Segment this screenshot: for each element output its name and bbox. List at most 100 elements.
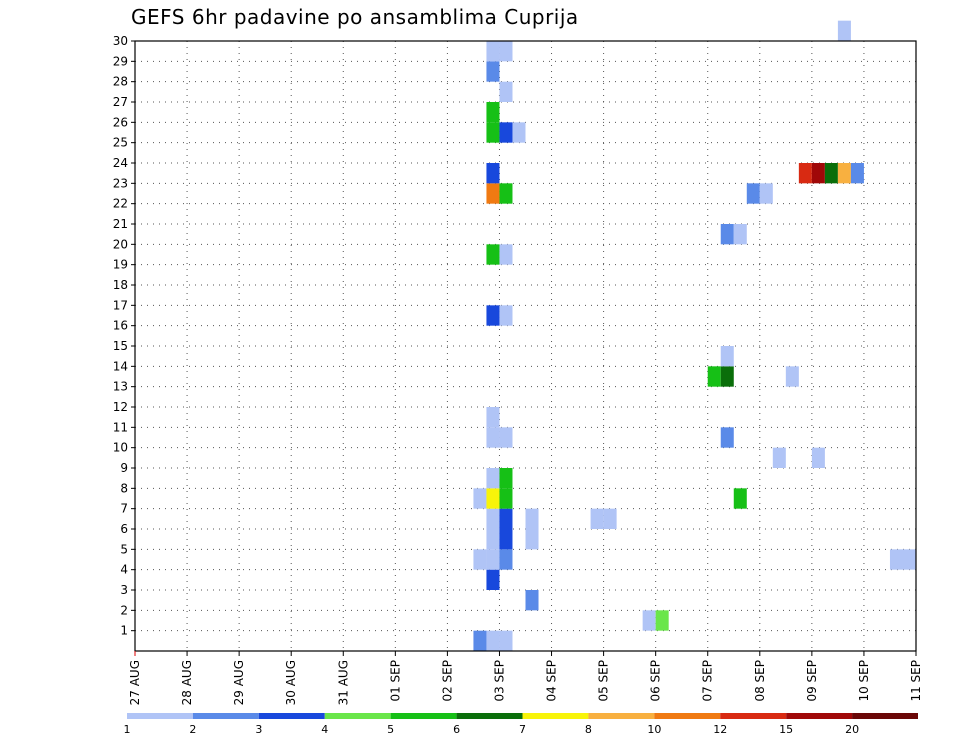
heatmap-cell	[499, 183, 513, 204]
colorbar-label: 20	[845, 723, 859, 736]
heatmap-cell	[486, 244, 500, 265]
heatmap-cell	[499, 122, 513, 143]
x-tick-label: 27 AUG	[128, 660, 142, 705]
colorbar-label: 12	[713, 723, 727, 736]
x-axis-labels: 27 AUG 28 AUG 29 AUG 30 AUG 31 AUG 01 SEP 02 S…	[128, 660, 923, 705]
y-tick-label: 16	[113, 319, 128, 333]
heatmap-cell	[486, 549, 500, 570]
colorbar-swatch	[786, 713, 853, 719]
colorbar-swatch	[192, 713, 259, 719]
y-tick-label: 1	[120, 624, 128, 638]
x-tick-label: 05 SEP	[597, 660, 611, 702]
colorbar-swatch	[258, 713, 325, 719]
x-tick-label: 01 SEP	[388, 660, 402, 702]
heatmap-cell	[850, 163, 864, 184]
y-tick-label: 14	[113, 359, 128, 373]
heatmap-cell	[707, 366, 721, 387]
heatmap-cell	[499, 488, 513, 509]
y-tick-label: 21	[113, 217, 128, 231]
x-tick-label: 10 SEP	[857, 660, 871, 702]
heatmap-cell	[837, 163, 851, 184]
heatmap-cell	[525, 590, 539, 611]
heatmap-cell	[720, 427, 734, 448]
heatmap-cell	[486, 102, 500, 123]
colorbar-label: 7	[519, 723, 526, 736]
heatmap-cell	[720, 346, 734, 367]
heatmap-cell	[902, 549, 916, 570]
y-tick-label: 9	[120, 461, 128, 475]
x-tick-label: 28 AUG	[180, 660, 194, 705]
heatmap-cell	[746, 183, 760, 204]
x-tick-label: 03 SEP	[492, 660, 506, 702]
heatmap-cell	[499, 468, 513, 489]
heatmap-cell	[473, 630, 487, 651]
colorbar-swatch	[522, 713, 589, 719]
heatmap-cell	[772, 447, 786, 468]
y-tick-label: 28	[113, 75, 128, 89]
heatmap-cell	[603, 508, 617, 529]
colorbar-label: 8	[585, 723, 592, 736]
colorbar-swatch	[127, 713, 193, 719]
heatmap-cell	[486, 427, 500, 448]
heatmap-cell	[486, 41, 500, 62]
heatmap-cell	[486, 529, 500, 550]
heatmap-cell	[720, 366, 734, 387]
x-tick-label: 11 SEP	[909, 660, 923, 702]
heatmap-cell	[720, 224, 734, 245]
heatmap-cell	[486, 468, 500, 489]
heatmap-cell	[499, 508, 513, 529]
colorbar: 1 2 3 4 5 6 7 8 10 12 15 20	[124, 713, 918, 736]
y-tick-label: 23	[113, 176, 128, 190]
y-tick-label: 10	[113, 441, 128, 455]
heatmap-cell	[473, 549, 487, 570]
y-tick-label: 15	[113, 339, 128, 353]
y-tick-label: 5	[120, 542, 128, 556]
heatmap-cell	[824, 163, 838, 184]
heatmap-cell	[499, 244, 513, 265]
heatmap-cell	[889, 549, 903, 570]
x-tick-label: 31 AUG	[336, 660, 350, 705]
y-tick-label: 22	[113, 197, 128, 211]
y-tick-label: 2	[120, 603, 128, 617]
colorbar-swatch	[456, 713, 523, 719]
heatmap-cell	[499, 81, 513, 102]
colorbar-swatch	[720, 713, 787, 719]
heatmap-cells	[473, 20, 916, 651]
x-tick-label: 29 AUG	[232, 660, 246, 705]
heatmap-cell	[642, 610, 656, 631]
heatmap-cell	[655, 610, 669, 631]
x-tick-label: 07 SEP	[701, 660, 715, 702]
heatmap-cell	[811, 163, 825, 184]
x-tick-label: 04 SEP	[545, 660, 559, 702]
colorbar-swatch	[324, 713, 391, 719]
y-tick-label: 25	[113, 136, 128, 150]
y-tick-label: 27	[113, 95, 128, 109]
heatmap-cell	[486, 163, 500, 184]
y-tick-label: 4	[120, 563, 128, 577]
axis-ticks	[131, 40, 917, 656]
colorbar-label: 5	[387, 723, 394, 736]
x-tick-label: 06 SEP	[649, 660, 663, 702]
colorbar-label: 10	[647, 723, 661, 736]
x-tick-label: 09 SEP	[805, 660, 819, 702]
heatmap-cell	[811, 447, 825, 468]
x-tick-label: 02 SEP	[440, 660, 454, 702]
y-tick-label: 19	[113, 258, 128, 272]
heatmap-cell	[590, 508, 604, 529]
heatmap-cell	[486, 305, 500, 326]
y-tick-label: 11	[113, 420, 128, 434]
heatmap-cell	[525, 529, 539, 550]
y-tick-label: 7	[120, 502, 128, 516]
colorbar-swatch	[852, 713, 918, 719]
heatmap-cell	[486, 630, 500, 651]
heatmap-cell	[499, 529, 513, 550]
colorbar-label: 1	[124, 723, 131, 736]
colorbar-label: 6	[453, 723, 460, 736]
y-tick-label: 13	[113, 380, 128, 394]
heatmap-cell	[499, 41, 513, 62]
y-tick-label: 12	[113, 400, 128, 414]
heatmap-cell	[499, 630, 513, 651]
heatmap-cell	[473, 488, 487, 509]
heatmap-cell	[798, 163, 812, 184]
